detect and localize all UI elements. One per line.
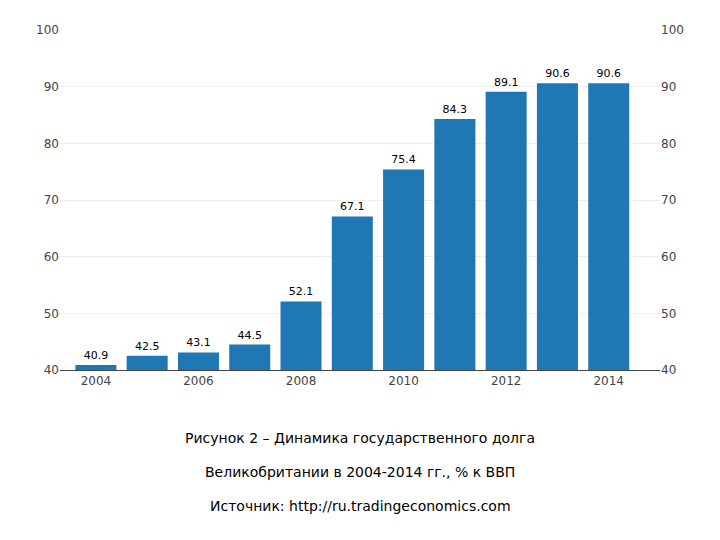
svg-text:80: 80 [44,137,59,151]
svg-text:44.5: 44.5 [237,329,262,342]
svg-text:52.1: 52.1 [289,285,314,298]
svg-text:2012: 2012 [491,374,522,388]
svg-text:100: 100 [661,23,684,37]
svg-text:70: 70 [44,193,59,207]
svg-text:90: 90 [44,80,59,94]
svg-text:2008: 2008 [286,374,317,388]
svg-text:2010: 2010 [388,374,419,388]
svg-text:2014: 2014 [593,374,624,388]
svg-text:75.4: 75.4 [391,153,416,166]
svg-text:60: 60 [44,250,59,264]
svg-text:90.6: 90.6 [596,67,621,80]
svg-text:90: 90 [661,80,676,94]
svg-text:67.1: 67.1 [340,200,365,213]
svg-text:89.1: 89.1 [494,76,519,89]
svg-text:40: 40 [44,363,59,377]
svg-text:Источник: http://ru.tradingeco: Источник: http://ru.tradingeconomics.com [210,498,511,514]
svg-text:43.1: 43.1 [186,336,211,349]
svg-text:40.9: 40.9 [84,349,109,362]
svg-text:84.3: 84.3 [443,103,468,116]
svg-text:60: 60 [661,250,676,264]
svg-text:50: 50 [661,307,676,321]
svg-text:42.5: 42.5 [135,340,160,353]
svg-text:2006: 2006 [183,374,214,388]
svg-text:70: 70 [661,193,676,207]
svg-text:40: 40 [661,363,676,377]
svg-text:50: 50 [44,307,59,321]
svg-text:80: 80 [661,137,676,151]
svg-text:Великобритании в 2004-2014 гг.: Великобритании в 2004-2014 гг., % к ВВП [205,464,515,480]
svg-text:90.6: 90.6 [545,67,570,80]
svg-text:2004: 2004 [81,374,112,388]
svg-text:100: 100 [36,23,59,37]
svg-text:Рисунок 2 – Динамика государст: Рисунок 2 – Динамика государственного до… [185,430,535,446]
